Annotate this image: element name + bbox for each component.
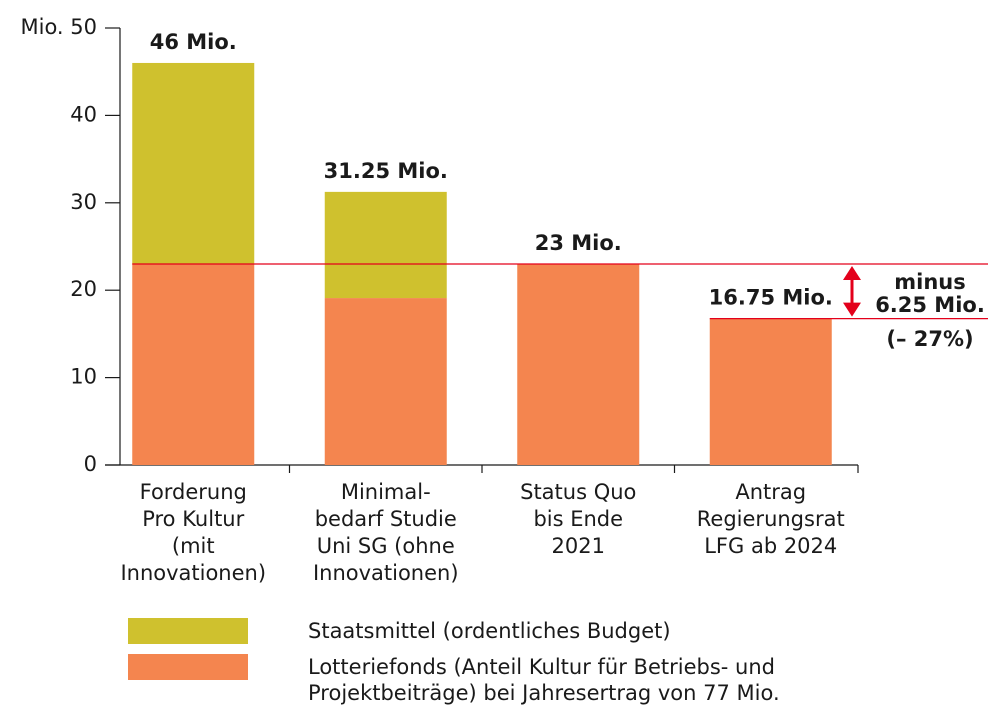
x-tick-label: Innovationen): [120, 561, 266, 585]
x-tick-label: Uni SG (ohne: [317, 534, 455, 558]
arrow-head: [843, 302, 861, 317]
legend-swatch: [128, 654, 248, 680]
bar-segment: [132, 62, 255, 264]
x-tick-label: Regierungsrat: [697, 507, 845, 531]
legend-label: Staatsmittel (ordentliches Budget): [308, 619, 671, 643]
y-tick-label: 0: [84, 452, 97, 476]
legend-item: Staatsmittel (ordentliches Budget): [128, 618, 968, 644]
bar-segment: [324, 191, 447, 299]
bar-segment: [709, 318, 832, 465]
total-label: 16.75 Mio.: [709, 286, 833, 310]
arrow-head: [843, 265, 861, 280]
x-tick-label: bis Ende: [533, 507, 623, 531]
annotation: minus: [894, 270, 965, 294]
y-tick-label: Mio. 50: [20, 15, 97, 39]
y-tick-label: 20: [70, 277, 97, 301]
x-tick-label: bedarf Studie: [315, 507, 457, 531]
y-tick-label: 10: [70, 365, 97, 389]
x-tick-label: Pro Kultur: [142, 507, 244, 531]
legend-swatch: [128, 618, 248, 644]
legend-item: Lotteriefonds (Anteil Kultur für Betrieb…: [128, 654, 968, 706]
x-tick-label: Status Quo: [520, 480, 636, 504]
x-tick-label: Forderung: [140, 480, 247, 504]
bar-segment: [324, 298, 447, 465]
x-tick-label: Innovationen): [313, 561, 459, 585]
bar-segment: [517, 263, 640, 465]
x-tick-label: Antrag: [735, 480, 806, 504]
annotation: (– 27%): [886, 327, 973, 351]
annotation: 6.25 Mio.: [875, 293, 985, 317]
legend: Staatsmittel (ordentliches Budget) Lotter…: [128, 618, 968, 716]
x-tick-label: (mit: [172, 534, 215, 558]
total-label: 31.25 Mio.: [324, 159, 448, 183]
total-label: 23 Mio.: [535, 231, 622, 255]
y-tick-label: 30: [70, 190, 97, 214]
total-label: 46 Mio.: [150, 30, 237, 54]
legend-label: Lotteriefonds (Anteil Kultur für Betrieb…: [308, 655, 780, 705]
x-tick-label: Minimal-: [341, 480, 431, 504]
x-tick-label: LFG ab 2024: [704, 534, 837, 558]
y-tick-label: 40: [70, 102, 97, 126]
x-tick-label: 2021: [552, 534, 605, 558]
bar-segment: [132, 263, 255, 465]
